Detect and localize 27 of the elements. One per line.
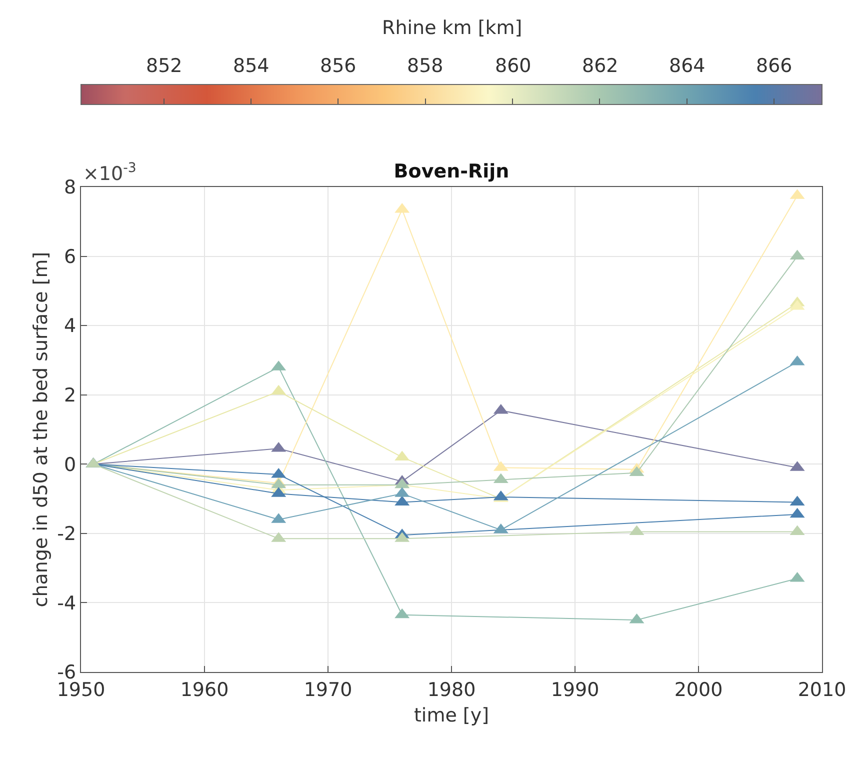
- x-axis-title: time [y]: [414, 704, 490, 727]
- y-axis-title: change in d50 at the bed surface [m]: [30, 252, 52, 608]
- x-tick-label: 1990: [550, 678, 600, 701]
- color-bar-label: 866: [756, 55, 792, 77]
- color-bar-label: 860: [495, 55, 532, 77]
- color-bar-label: 862: [582, 55, 618, 77]
- y-tick-label: 2: [64, 384, 76, 407]
- color-bar-label: 864: [669, 55, 706, 77]
- x-tick-label: 1970: [304, 678, 352, 701]
- y-tick-label: 4: [64, 315, 76, 338]
- color-bar-label: 858: [407, 55, 444, 77]
- text: ×10$^{-3}$: [83, 161, 136, 185]
- y-tick-label: 8: [64, 176, 76, 199]
- y-tick-label: 6: [64, 246, 76, 268]
- color-bar-label: 854: [233, 55, 270, 77]
- x-tick-label: 2010: [798, 678, 846, 701]
- color-bar-label: 852: [146, 55, 182, 77]
- y-tick-label: -2: [57, 523, 76, 546]
- color-bar-title: Rhine km [km]: [382, 17, 522, 39]
- x-tick-label: 2000: [674, 678, 723, 701]
- y-tick-label: 0: [64, 454, 76, 476]
- x-tick-label: 1960: [180, 678, 229, 701]
- color-bar-label: 856: [320, 55, 356, 77]
- x-tick-label: 1950: [56, 678, 106, 701]
- chart-title: Boven-Rijn: [394, 160, 510, 183]
- y-tick-label: -4: [57, 592, 76, 614]
- x-tick-label: 1980: [427, 678, 476, 701]
